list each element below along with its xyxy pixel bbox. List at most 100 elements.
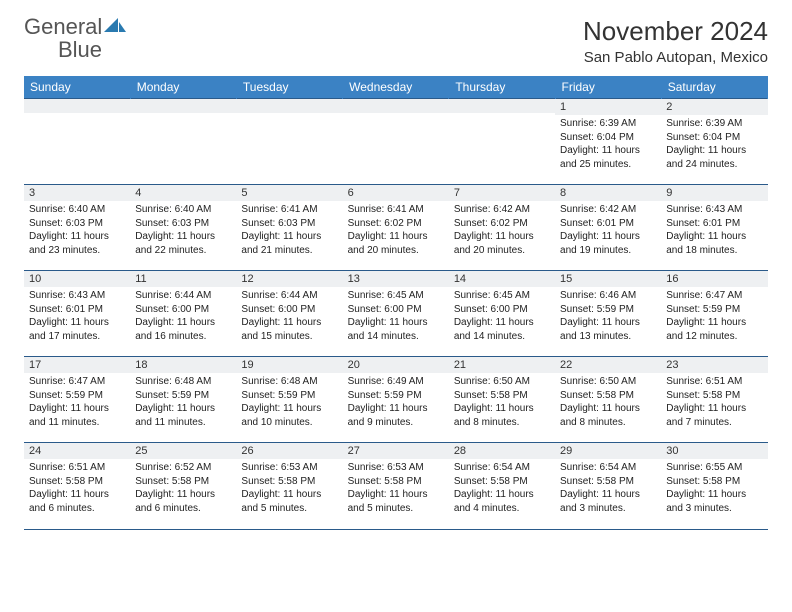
day-details: Sunrise: 6:46 AMSunset: 5:59 PMDaylight:… [555,287,661,347]
day-number: 27 [343,443,449,459]
day-header: Thursday [449,76,555,99]
day-details: Sunrise: 6:45 AMSunset: 6:00 PMDaylight:… [343,287,449,347]
day-details: Sunrise: 6:50 AMSunset: 5:58 PMDaylight:… [449,373,555,433]
day-number: 22 [555,357,661,373]
month-title: November 2024 [583,16,768,47]
calendar-week-row: 17Sunrise: 6:47 AMSunset: 5:59 PMDayligh… [24,357,768,443]
empty-day-strip [449,99,555,113]
calendar-cell: 5Sunrise: 6:41 AMSunset: 6:03 PMDaylight… [236,185,342,271]
day-details: Sunrise: 6:42 AMSunset: 6:01 PMDaylight:… [555,201,661,261]
day-number: 5 [236,185,342,201]
calendar-week-row: 24Sunrise: 6:51 AMSunset: 5:58 PMDayligh… [24,443,768,529]
calendar-cell: 23Sunrise: 6:51 AMSunset: 5:58 PMDayligh… [661,357,767,443]
bottom-rule [24,529,768,530]
logo-text-gray: General [24,14,102,39]
day-details: Sunrise: 6:53 AMSunset: 5:58 PMDaylight:… [343,459,449,519]
day-number: 30 [661,443,767,459]
day-header: Friday [555,76,661,99]
calendar-cell: 9Sunrise: 6:43 AMSunset: 6:01 PMDaylight… [661,185,767,271]
calendar-cell: 26Sunrise: 6:53 AMSunset: 5:58 PMDayligh… [236,443,342,529]
calendar-cell: 19Sunrise: 6:48 AMSunset: 5:59 PMDayligh… [236,357,342,443]
day-details: Sunrise: 6:39 AMSunset: 6:04 PMDaylight:… [661,115,767,175]
day-details: Sunrise: 6:54 AMSunset: 5:58 PMDaylight:… [555,459,661,519]
day-details: Sunrise: 6:48 AMSunset: 5:59 PMDaylight:… [130,373,236,433]
day-details: Sunrise: 6:41 AMSunset: 6:03 PMDaylight:… [236,201,342,261]
calendar-cell: 15Sunrise: 6:46 AMSunset: 5:59 PMDayligh… [555,271,661,357]
empty-day-strip [236,99,342,113]
empty-day-strip [24,99,130,113]
calendar-cell: 27Sunrise: 6:53 AMSunset: 5:58 PMDayligh… [343,443,449,529]
calendar-cell: 7Sunrise: 6:42 AMSunset: 6:02 PMDaylight… [449,185,555,271]
day-details: Sunrise: 6:47 AMSunset: 5:59 PMDaylight:… [24,373,130,433]
calendar-cell: 12Sunrise: 6:44 AMSunset: 6:00 PMDayligh… [236,271,342,357]
calendar-cell: 21Sunrise: 6:50 AMSunset: 5:58 PMDayligh… [449,357,555,443]
day-header: Saturday [661,76,767,99]
calendar-cell [130,99,236,185]
calendar-cell: 22Sunrise: 6:50 AMSunset: 5:58 PMDayligh… [555,357,661,443]
day-number: 19 [236,357,342,373]
empty-day-strip [343,99,449,113]
calendar-cell: 8Sunrise: 6:42 AMSunset: 6:01 PMDaylight… [555,185,661,271]
day-number: 28 [449,443,555,459]
day-number: 8 [555,185,661,201]
calendar-week-row: 10Sunrise: 6:43 AMSunset: 6:01 PMDayligh… [24,271,768,357]
calendar-cell: 13Sunrise: 6:45 AMSunset: 6:00 PMDayligh… [343,271,449,357]
day-header: Wednesday [343,76,449,99]
day-number: 25 [130,443,236,459]
day-header-row: Sunday Monday Tuesday Wednesday Thursday… [24,76,768,99]
day-details: Sunrise: 6:39 AMSunset: 6:04 PMDaylight:… [555,115,661,175]
day-details: Sunrise: 6:41 AMSunset: 6:02 PMDaylight:… [343,201,449,261]
day-number: 26 [236,443,342,459]
day-number: 29 [555,443,661,459]
day-number: 14 [449,271,555,287]
day-number: 4 [130,185,236,201]
day-details: Sunrise: 6:44 AMSunset: 6:00 PMDaylight:… [236,287,342,347]
day-number: 1 [555,99,661,115]
day-number: 17 [24,357,130,373]
day-details: Sunrise: 6:48 AMSunset: 5:59 PMDaylight:… [236,373,342,433]
day-number: 7 [449,185,555,201]
day-header: Monday [130,76,236,99]
day-number: 2 [661,99,767,115]
day-number: 9 [661,185,767,201]
day-details: Sunrise: 6:44 AMSunset: 6:00 PMDaylight:… [130,287,236,347]
calendar-cell [343,99,449,185]
calendar-cell: 25Sunrise: 6:52 AMSunset: 5:58 PMDayligh… [130,443,236,529]
day-details: Sunrise: 6:52 AMSunset: 5:58 PMDaylight:… [130,459,236,519]
day-details: Sunrise: 6:55 AMSunset: 5:58 PMDaylight:… [661,459,767,519]
day-details: Sunrise: 6:47 AMSunset: 5:59 PMDaylight:… [661,287,767,347]
day-header: Sunday [24,76,130,99]
day-number: 16 [661,271,767,287]
day-number: 12 [236,271,342,287]
day-number: 21 [449,357,555,373]
day-details: Sunrise: 6:40 AMSunset: 6:03 PMDaylight:… [130,201,236,261]
empty-day-strip [130,99,236,113]
calendar-table: Sunday Monday Tuesday Wednesday Thursday… [24,76,768,529]
day-number: 3 [24,185,130,201]
logo-sail-icon [104,21,126,38]
day-details: Sunrise: 6:43 AMSunset: 6:01 PMDaylight:… [24,287,130,347]
day-details: Sunrise: 6:45 AMSunset: 6:00 PMDaylight:… [449,287,555,347]
day-details: Sunrise: 6:40 AMSunset: 6:03 PMDaylight:… [24,201,130,261]
calendar-cell: 18Sunrise: 6:48 AMSunset: 5:59 PMDayligh… [130,357,236,443]
calendar-cell: 1Sunrise: 6:39 AMSunset: 6:04 PMDaylight… [555,99,661,185]
logo-text-blue: Blue [58,37,102,62]
calendar-week-row: 3Sunrise: 6:40 AMSunset: 6:03 PMDaylight… [24,185,768,271]
logo-text: General Blue [24,16,126,62]
day-details: Sunrise: 6:42 AMSunset: 6:02 PMDaylight:… [449,201,555,261]
calendar-cell: 29Sunrise: 6:54 AMSunset: 5:58 PMDayligh… [555,443,661,529]
day-details: Sunrise: 6:51 AMSunset: 5:58 PMDaylight:… [24,459,130,519]
calendar-cell: 4Sunrise: 6:40 AMSunset: 6:03 PMDaylight… [130,185,236,271]
day-details: Sunrise: 6:43 AMSunset: 6:01 PMDaylight:… [661,201,767,261]
calendar-week-row: 1Sunrise: 6:39 AMSunset: 6:04 PMDaylight… [24,99,768,185]
day-number: 10 [24,271,130,287]
day-number: 15 [555,271,661,287]
calendar-cell: 20Sunrise: 6:49 AMSunset: 5:59 PMDayligh… [343,357,449,443]
day-details: Sunrise: 6:51 AMSunset: 5:58 PMDaylight:… [661,373,767,433]
calendar-cell: 14Sunrise: 6:45 AMSunset: 6:00 PMDayligh… [449,271,555,357]
day-details: Sunrise: 6:53 AMSunset: 5:58 PMDaylight:… [236,459,342,519]
title-block: November 2024 San Pablo Autopan, Mexico [583,16,768,66]
page-header: General Blue November 2024 San Pablo Aut… [24,16,768,66]
day-number: 18 [130,357,236,373]
logo: General Blue [24,16,126,62]
